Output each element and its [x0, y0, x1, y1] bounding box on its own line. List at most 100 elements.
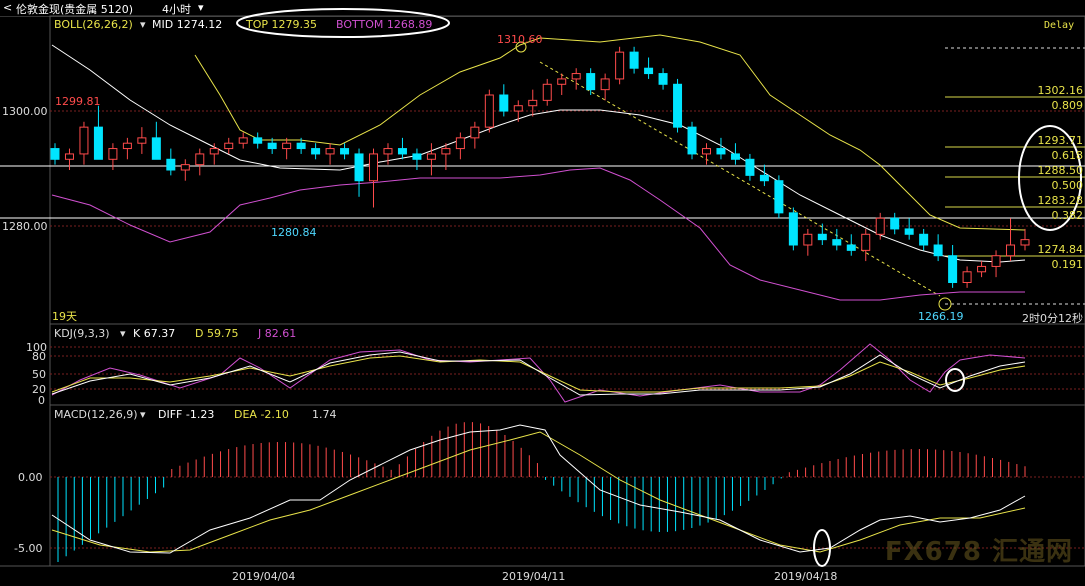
period-selector[interactable]: 4小时: [162, 3, 191, 16]
candle-body: [962, 271, 972, 283]
candle-body: [542, 83, 552, 101]
chevron-down-icon[interactable]: ▾: [140, 18, 146, 31]
candle-body: [93, 126, 103, 160]
watermark: FX678 汇通网: [884, 537, 1073, 567]
candle-body: [571, 73, 581, 80]
macd-histogram: [57, 422, 1026, 562]
days-label: 19天: [52, 310, 77, 323]
chevron-down-icon[interactable]: ▾: [198, 1, 204, 14]
candle-body: [369, 153, 379, 182]
candle-body: [311, 148, 321, 155]
candle-body: [586, 73, 596, 91]
candle-body: [644, 67, 654, 75]
kdj-label[interactable]: KDJ(9,3,3): [54, 327, 110, 340]
candle-body: [354, 153, 364, 182]
candle-body: [238, 137, 248, 144]
candle-body: [267, 142, 277, 150]
candle-body: [948, 255, 958, 283]
candle-body: [397, 148, 407, 155]
candle-body: [1020, 239, 1030, 246]
candles-group: [50, 46, 1030, 288]
candle-body: [79, 126, 89, 155]
candle-body: [195, 153, 205, 166]
candle-body: [861, 233, 871, 251]
macd-dea: DEA -2.10: [234, 408, 289, 421]
fib-ratio-0500: 0.500: [1051, 179, 1084, 192]
candle-body: [325, 148, 335, 155]
fib-ratio-0618: 0.618: [1051, 149, 1084, 162]
kdj-tick-0: 0: [38, 394, 45, 407]
candle-body: [484, 94, 494, 128]
fib-price-0191: 1274.84: [1037, 243, 1084, 256]
price-tick-1280: 1280.00: [2, 220, 48, 233]
high-label: 1310.60: [497, 33, 543, 46]
candle-body: [180, 164, 190, 171]
kdj-tick-80: 80: [32, 350, 46, 363]
price-tick-1300: 1300.00: [2, 105, 48, 118]
candle-body: [209, 148, 219, 155]
candle-body: [759, 174, 769, 182]
candle-body: [673, 83, 683, 128]
candle-body: [470, 126, 480, 139]
label-1299: 1299.81: [55, 95, 101, 108]
candle-body: [1006, 244, 1016, 257]
boll-label[interactable]: BOLL(26,26,2): [54, 18, 133, 31]
boll-mid: MID 1274.12: [152, 18, 223, 31]
candle-body: [890, 217, 900, 230]
candle-body: [658, 73, 668, 85]
candle-body: [745, 158, 755, 176]
candle-body: [383, 148, 393, 155]
candle-body: [64, 153, 74, 160]
chevron-down-icon[interactable]: ▾: [140, 408, 146, 421]
candle-body: [528, 99, 538, 107]
candle-body: [340, 148, 350, 155]
back-arrow-icon[interactable]: <: [3, 1, 13, 14]
top-bottom-highlight: [236, 8, 450, 38]
candle-body: [600, 78, 610, 91]
macd-label[interactable]: MACD(12,26,9): [54, 408, 138, 421]
candle-body: [499, 94, 509, 112]
candle-body: [224, 142, 234, 150]
fib-price-0809: 1302.16: [1037, 84, 1084, 97]
candle-body: [788, 212, 798, 246]
candle-body: [151, 137, 161, 160]
candle-body: [904, 228, 914, 235]
candle-body: [513, 105, 523, 112]
macd-diff: DIFF -1.23: [158, 408, 215, 421]
candle-body: [615, 51, 625, 80]
candle-body: [774, 180, 784, 214]
candle-body: [919, 233, 929, 246]
candle-body: [50, 148, 60, 160]
fib-ratio-0809: 0.809: [1051, 99, 1084, 112]
macd-tick-neg5: -5.00: [14, 542, 43, 555]
countdown: 2时0分12秒: [1022, 312, 1083, 325]
candle-body: [629, 51, 639, 69]
macd-tick-0: 0.00: [18, 471, 43, 484]
candle-body: [253, 137, 263, 144]
kdj-k: K 67.37: [133, 327, 176, 340]
candle-body: [557, 78, 567, 85]
boll-top: TOP 1279.35: [246, 18, 317, 31]
kdj-tick-50: 50: [32, 368, 46, 381]
candle-body: [832, 239, 842, 246]
macd-value: 1.74: [312, 408, 337, 421]
low-label: 1266.19: [918, 310, 964, 323]
candle-body: [977, 265, 987, 273]
date-label-0411: 2019/04/11: [502, 570, 566, 583]
fib-price-0382: 1283.28: [1037, 194, 1084, 207]
kdj-tick-100: 100: [26, 341, 47, 354]
chevron-down-icon[interactable]: ▾: [120, 327, 126, 340]
candle-body: [991, 255, 1001, 267]
fib-price-0500: 1288.50: [1037, 164, 1084, 177]
fib-ratio-0191: 0.191: [1051, 258, 1084, 271]
candle-body: [137, 137, 147, 144]
candle-body: [803, 233, 813, 246]
candle-body: [701, 148, 711, 155]
fib-ratio-0382: 0.382: [1051, 209, 1084, 222]
kdj-d: D 59.75: [195, 327, 239, 340]
fib-highlight: [1018, 125, 1082, 231]
candle-body: [122, 142, 132, 150]
candle-body: [455, 137, 465, 150]
label-1280: 1280.84: [271, 226, 317, 239]
